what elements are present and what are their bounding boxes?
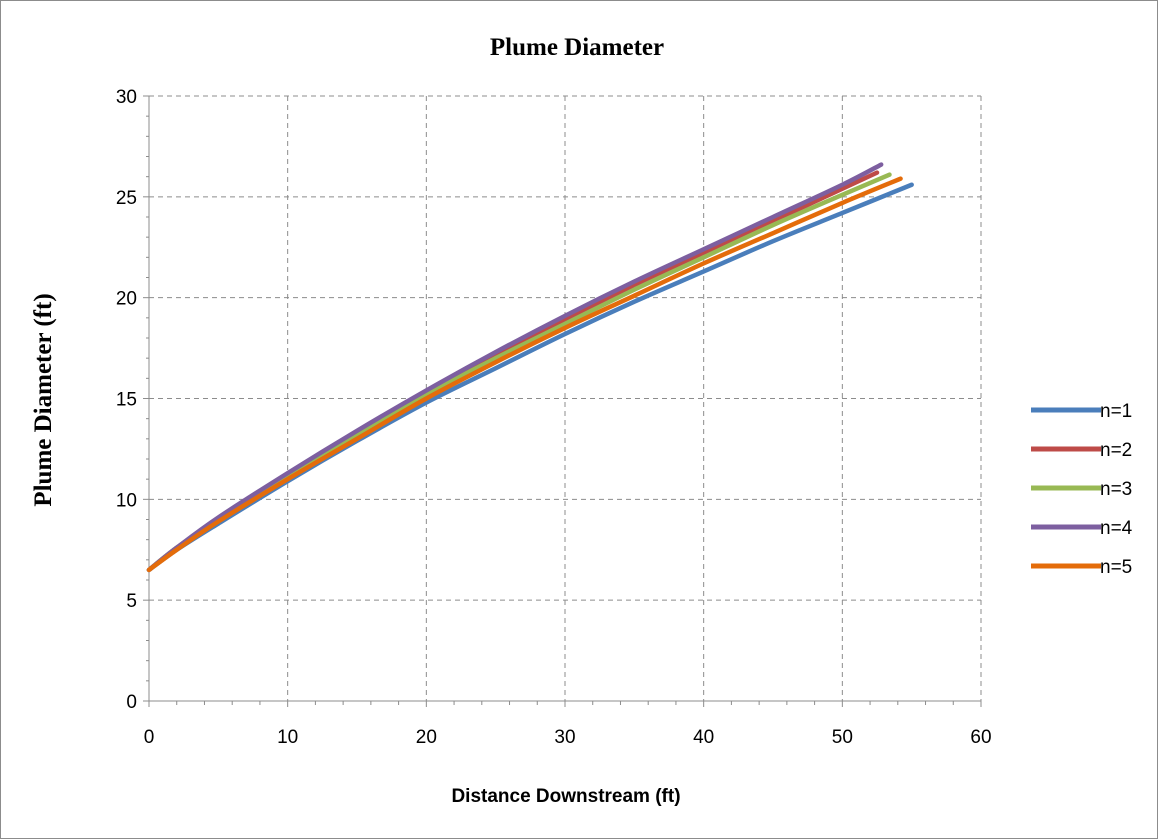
axes: 0 5 10 15 20 25 30 0 10 20 30 40 50 60 (116, 87, 992, 748)
series-line-n5 (146, 176, 903, 573)
x-tick-label: 60 (970, 727, 991, 748)
x-tick-label: 50 (832, 727, 853, 748)
y-tick-label: 0 (126, 692, 137, 713)
series-line-n2 (146, 170, 880, 573)
gridlines (149, 95, 982, 701)
y-tick-label: 20 (116, 289, 137, 310)
y-tick-label: 25 (116, 188, 137, 209)
legend-label: n=5 (1100, 557, 1132, 578)
x-tick-label: 0 (144, 727, 155, 748)
x-tick-label: 10 (277, 727, 298, 748)
legend-label: n=1 (1100, 401, 1132, 422)
y-axis-label: Plume Diameter (ft) (30, 293, 57, 506)
y-tick-label: 5 (126, 591, 137, 612)
series-line-n4 (146, 162, 884, 573)
x-tick-label: 30 (554, 727, 575, 748)
data-series (146, 162, 914, 573)
series-line-n1 (146, 182, 914, 573)
legend-label: n=2 (1100, 440, 1132, 461)
x-axis-label: Distance Downstream (ft) (451, 786, 680, 807)
x-tick-label: 20 (416, 727, 437, 748)
y-tick-label: 15 (116, 390, 137, 411)
legend-label: n=3 (1100, 479, 1132, 500)
legend: n=1 n=2 n=3 n=4 n=5 (1031, 401, 1133, 578)
y-tick-label: 10 (116, 490, 137, 511)
x-tick-label: 40 (693, 727, 714, 748)
y-tick-label: 30 (116, 87, 137, 108)
chart-title: Plume Diameter (490, 34, 664, 61)
legend-label: n=4 (1100, 518, 1133, 539)
series-line-n3 (146, 172, 892, 573)
